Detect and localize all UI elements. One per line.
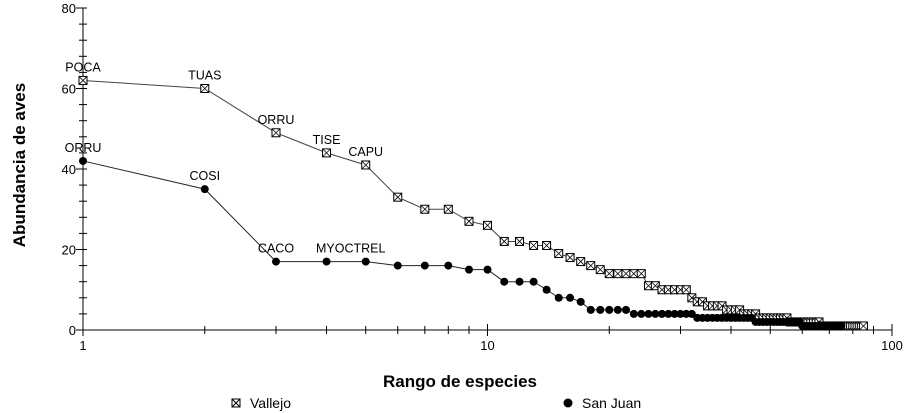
data-point-vallejo [858,321,868,331]
data-point-vallejo [271,128,281,138]
data-point-san-juan [637,309,646,318]
data-point-vallejo [464,216,474,226]
point-label: COSI [189,169,220,183]
data-point-vallejo [499,236,509,246]
data-point-san-juan [622,305,631,314]
data-point-vallejo [613,269,623,279]
x-axis-title: Rango de especies [383,372,537,391]
point-label: MYOCTREL [316,242,386,256]
data-point-san-juan [420,261,429,270]
data-point-san-juan [542,285,551,294]
data-point-san-juan [483,265,492,274]
data-point-vallejo [322,148,332,158]
y-tick-label: 60 [62,82,76,97]
data-point-vallejo [554,249,564,259]
data-point-vallejo [621,269,631,279]
data-point-san-juan [200,185,209,194]
x-tick-label: 1 [79,338,86,353]
data-point-san-juan [529,277,538,286]
data-point-vallejo [636,269,646,279]
data-point-san-juan [79,156,87,165]
legend-label-san-juan: San Juan [582,395,641,411]
y-tick-label: 80 [62,1,76,16]
data-point-vallejo [586,261,596,271]
data-point-vallejo [78,75,88,85]
data-point-san-juan [651,309,660,318]
data-point-san-juan [670,309,679,318]
y-tick-label: 40 [62,162,76,177]
data-point-vallejo [483,220,492,230]
data-point-san-juan [676,309,685,318]
point-label: CAPU [348,145,383,159]
data-point-san-juan [682,309,691,318]
data-point-vallejo [393,192,403,202]
data-point-vallejo [515,236,525,246]
series-line-san-juan [82,160,842,327]
data-point-san-juan [500,277,509,286]
data-point-san-juan [393,261,402,270]
data-point-san-juan [644,309,653,318]
data-point-vallejo [529,240,539,250]
x-tick-label: 10 [480,338,494,353]
data-point-vallejo [629,269,639,279]
data-point-vallejo [595,265,605,275]
point-label: CACO [258,242,294,256]
data-point-vallejo [443,204,453,214]
point-label: TUAS [188,69,221,83]
point-label: TISE [313,133,341,147]
data-point-san-juan [629,309,638,318]
data-point-san-juan [837,321,846,330]
data-point-vallejo [200,84,210,93]
y-tick-label: 0 [69,323,76,338]
data-point-san-juan [605,305,614,314]
y-tick-label: 20 [62,243,76,258]
data-point-san-juan [664,309,673,318]
point-label: POCA [65,60,101,74]
data-point-san-juan [444,261,453,270]
data-point-san-juan [464,265,473,274]
legend-label-vallejo: Vallejo [250,395,291,411]
x-tick-label: 100 [881,338,903,353]
data-point-vallejo [565,253,575,263]
data-point-san-juan [515,277,524,286]
data-point-vallejo [420,204,430,214]
data-point-san-juan [554,293,563,302]
series-line-vallejo [82,79,864,327]
data-point-vallejo [361,160,371,170]
data-point-vallejo [576,257,586,267]
legend-marker-san-juan [563,398,573,408]
data-point-san-juan [576,297,585,306]
legend-marker-vallejo [231,398,241,408]
data-point-san-juan [361,257,370,266]
data-point-san-juan [566,293,575,302]
data-point-vallejo [604,269,614,279]
data-point-san-juan [586,305,595,314]
data-point-san-juan [271,257,280,266]
data-point-vallejo [542,240,552,250]
data-point-san-juan [657,309,666,318]
point-label: ORRU [65,141,102,155]
data-point-san-juan [596,305,605,314]
data-point-san-juan [322,257,331,266]
legend: Vallejo San Juan [231,395,641,411]
y-axis-title: Abundancia de aves [10,83,29,247]
data-point-vallejo [681,285,691,295]
data-point-san-juan [613,305,622,314]
point-label: ORRU [258,113,295,127]
